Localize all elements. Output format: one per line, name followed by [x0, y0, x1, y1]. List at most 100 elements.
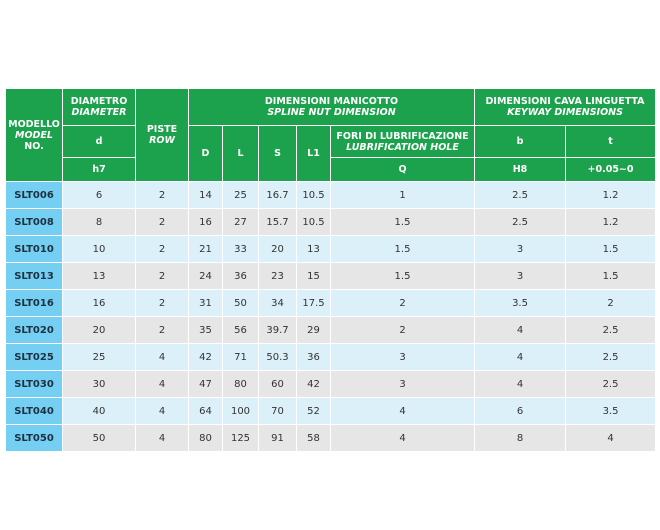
value-cell: 2	[135, 262, 189, 290]
header-cell: Q	[329, 157, 476, 182]
header-cell: t	[565, 125, 657, 158]
table-row: SLT030 30 4 47 80 60 42 3 4 2.5	[5, 370, 657, 398]
value-cell: 100	[222, 397, 259, 425]
header-cell: FORI DI LUBRIFICAZIONE LUBRIFICATION HOLE	[329, 125, 476, 158]
value-cell: 21	[188, 235, 223, 263]
value-cell: 4	[135, 343, 189, 371]
model-cell: SLT006	[5, 181, 63, 209]
value-cell: 35	[188, 316, 223, 344]
value-cell: 2.5	[565, 316, 657, 344]
table-row: SLT016 16 2 31 50 34 17.5 2 3.5 2	[5, 289, 657, 317]
value-cell: 4	[135, 370, 189, 398]
value-cell: 20	[62, 316, 136, 344]
header-text: DIMENSIONI MANICOTTO	[264, 96, 399, 107]
value-cell: 1.5	[329, 208, 476, 236]
value-cell: 13	[62, 262, 136, 290]
value-cell: 40	[62, 397, 136, 425]
value-cell: 2.5	[474, 208, 567, 236]
value-cell: 52	[296, 397, 331, 425]
value-cell: 3	[474, 262, 567, 290]
value-cell: 31	[188, 289, 223, 317]
header-text: DIAMETER	[71, 107, 127, 118]
value-cell: 4	[329, 424, 476, 452]
value-cell: 1.2	[565, 181, 657, 209]
value-cell: 1.5	[565, 262, 657, 290]
value-cell: 16	[188, 208, 223, 236]
value-cell: 4	[474, 316, 567, 344]
header-cell: L1	[296, 125, 331, 182]
table-row: SLT050 50 4 80 125 91 58 4 8 4	[5, 424, 657, 452]
value-cell: 56	[222, 316, 259, 344]
header-cell: H8	[474, 157, 567, 182]
table-row: SLT006 6 2 14 25 16.7 10.5 1 2.5 1.2	[5, 181, 657, 209]
value-cell: 91	[258, 424, 297, 452]
header-cell: b	[474, 125, 567, 158]
value-cell: 6	[474, 397, 567, 425]
value-cell: 20	[258, 235, 297, 263]
value-cell: 47	[188, 370, 223, 398]
value-cell: 64	[188, 397, 223, 425]
value-cell: 3	[329, 370, 476, 398]
value-cell: 80	[188, 424, 223, 452]
value-cell: 80	[222, 370, 259, 398]
spec-table: MODELLO MODEL NO. DIAMETRO DIAMETER PISTE RO…	[5, 88, 657, 452]
value-cell: 1.5	[329, 235, 476, 263]
spec-table-container: MODELLO MODEL NO. DIAMETRO DIAMETER PISTE RO…	[5, 88, 657, 452]
header-text: SPLINE NUT DIMENSION	[267, 107, 396, 118]
value-cell: 2	[565, 289, 657, 317]
header-cell: DIAMETRO DIAMETER	[62, 88, 136, 126]
header-cell: L	[222, 125, 259, 182]
value-cell: 2	[135, 235, 189, 263]
value-cell: 1.2	[565, 208, 657, 236]
value-cell: 4	[565, 424, 657, 452]
header-text: DIMENSIONI CAVA LINGUETTA	[485, 96, 645, 107]
value-cell: 4	[135, 397, 189, 425]
value-cell: 50.3	[258, 343, 297, 371]
header-cell: MODELLO MODEL NO.	[5, 88, 63, 182]
value-cell: 3.5	[474, 289, 567, 317]
value-cell: 36	[296, 343, 331, 371]
value-cell: 71	[222, 343, 259, 371]
value-cell: 3.5	[565, 397, 657, 425]
value-cell: 4	[474, 343, 567, 371]
value-cell: 34	[258, 289, 297, 317]
value-cell: 1.5	[329, 262, 476, 290]
value-cell: 15	[296, 262, 331, 290]
model-cell: SLT025	[5, 343, 63, 371]
table-row: SLT020 20 2 35 56 39.7 29 2 4 2.5	[5, 316, 657, 344]
header-cell: S	[258, 125, 297, 182]
value-cell: 125	[222, 424, 259, 452]
table-body: SLT006 6 2 14 25 16.7 10.5 1 2.5 1.2 SLT008 8 2 16 27 1…	[5, 181, 657, 452]
value-cell: 23	[258, 262, 297, 290]
value-cell: 50	[62, 424, 136, 452]
model-cell: SLT008	[5, 208, 63, 236]
table-row: SLT040 40 4 64 100 70 52 4 6 3.5	[5, 397, 657, 425]
value-cell: 3	[474, 235, 567, 263]
header-text: MODEL	[15, 129, 53, 141]
header-cell: d	[62, 125, 136, 158]
table-row: SLT013 13 2 24 36 23 15 1.5 3 1.5	[5, 262, 657, 290]
header-text: ROW	[149, 135, 175, 146]
value-cell: 1.5	[565, 235, 657, 263]
value-cell: 1	[329, 181, 476, 209]
value-cell: 17.5	[296, 289, 331, 317]
value-cell: 27	[222, 208, 259, 236]
header-text: MODELLO	[8, 118, 60, 130]
value-cell: 36	[222, 262, 259, 290]
header-cell: DIMENSIONI MANICOTTO SPLINE NUT DIMENSION	[187, 88, 476, 126]
header-text: KEYWAY DIMENSIONS	[507, 107, 623, 118]
table-row: SLT010 10 2 21 33 20 13 1.5 3 1.5	[5, 235, 657, 263]
value-cell: 70	[258, 397, 297, 425]
value-cell: 25	[62, 343, 136, 371]
value-cell: 4	[474, 370, 567, 398]
value-cell: 2.5	[474, 181, 567, 209]
value-cell: 2	[135, 208, 189, 236]
value-cell: 39.7	[258, 316, 297, 344]
model-cell: SLT050	[5, 424, 63, 452]
value-cell: 2	[135, 181, 189, 209]
model-cell: SLT013	[5, 262, 63, 290]
header-cell: h7	[62, 157, 136, 182]
value-cell: 6	[62, 181, 136, 209]
value-cell: 16.7	[258, 181, 297, 209]
header-text: DIAMETRO	[70, 96, 128, 107]
